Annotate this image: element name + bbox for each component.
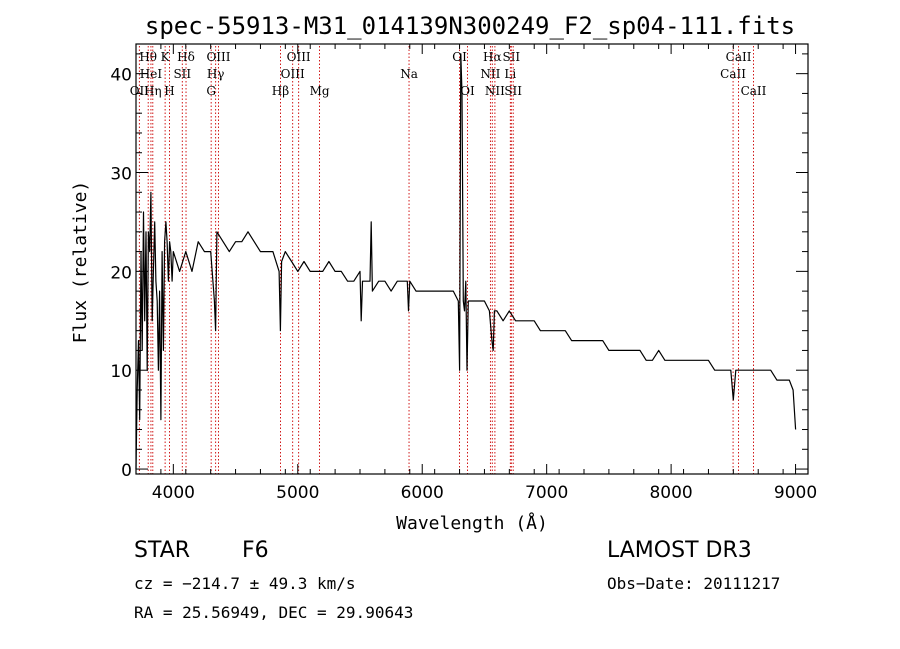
line-marker-label: CaII: [726, 50, 752, 64]
line-marker-label: OIII: [281, 67, 305, 81]
x-tick-label: 5000: [276, 483, 319, 503]
spectrum-line: [135, 53, 797, 470]
line-marker-label: OIII: [206, 50, 230, 64]
object-subclass: F6: [242, 538, 269, 563]
line-marker-label: Hγ: [207, 67, 225, 81]
y-tick-label: 20: [110, 263, 132, 283]
x-tick-label: 7000: [525, 483, 568, 503]
chart-title: spec-55913-M31_014139N300249_F2_sp04-111…: [145, 12, 795, 40]
line-marker-label: Hβ: [272, 84, 289, 98]
line-marker-label: Hδ: [177, 50, 195, 64]
x-tick-label: 9000: [774, 483, 817, 503]
y-tick-label: 0: [121, 461, 132, 481]
line-marker-label: Na: [400, 67, 418, 81]
line-marker-label: SII: [504, 84, 522, 98]
line-marker-label: CaII: [741, 84, 767, 98]
survey-name: LAMOST DR3: [607, 538, 752, 563]
redshift-velocity: cz = −214.7 ± 49.3 km/s: [134, 574, 356, 593]
line-marker-label: NII: [485, 84, 505, 98]
coordinates: RA = 25.56949, DEC = 29.90643: [134, 603, 414, 622]
x-tick-label: 4000: [152, 483, 195, 503]
line-marker-label: CaII: [720, 67, 746, 81]
line-marker-label: Hη: [144, 84, 162, 98]
y-tick-label: 10: [110, 362, 132, 382]
line-marker-label: OI: [460, 84, 475, 98]
line-marker-label: K: [161, 50, 171, 64]
line-marker-label: Hα: [483, 50, 502, 64]
line-marker-label: Li: [504, 67, 516, 81]
x-axis-label: Wavelength (Å): [396, 512, 548, 534]
line-marker-label: H: [164, 84, 174, 98]
line-markers: Hθ OII HeI Hη K H SII Hδ G Hγ OIII Hβ OIII OIII Mg Na OI…: [130, 46, 767, 474]
object-type: STAR: [134, 538, 191, 563]
x-tick-label: 8000: [649, 483, 692, 503]
y-axis-label: Flux (relative): [70, 181, 91, 344]
line-marker-label: Hθ: [139, 50, 157, 64]
axes: 4000 5000 6000 7000 8000 9000 0 10 20 30 40: [110, 43, 817, 503]
line-marker-label: SII: [173, 67, 191, 81]
line-marker-label: NII: [480, 67, 500, 81]
line-marker-label: OI: [452, 50, 467, 64]
line-marker-label: G: [206, 84, 216, 98]
line-marker-label: SII: [502, 50, 520, 64]
line-marker-label: Mg: [310, 84, 330, 98]
y-tick-label: 30: [110, 165, 132, 185]
x-tick-label: 6000: [401, 483, 444, 503]
plot-frame: [135, 43, 809, 475]
y-tick-label: 40: [110, 66, 132, 86]
line-marker-label: HeI: [140, 67, 163, 81]
line-marker-label: OIII: [287, 50, 311, 64]
observation-date: Obs−Date: 20111217: [607, 574, 781, 593]
line-marker-label: OII: [130, 84, 150, 98]
